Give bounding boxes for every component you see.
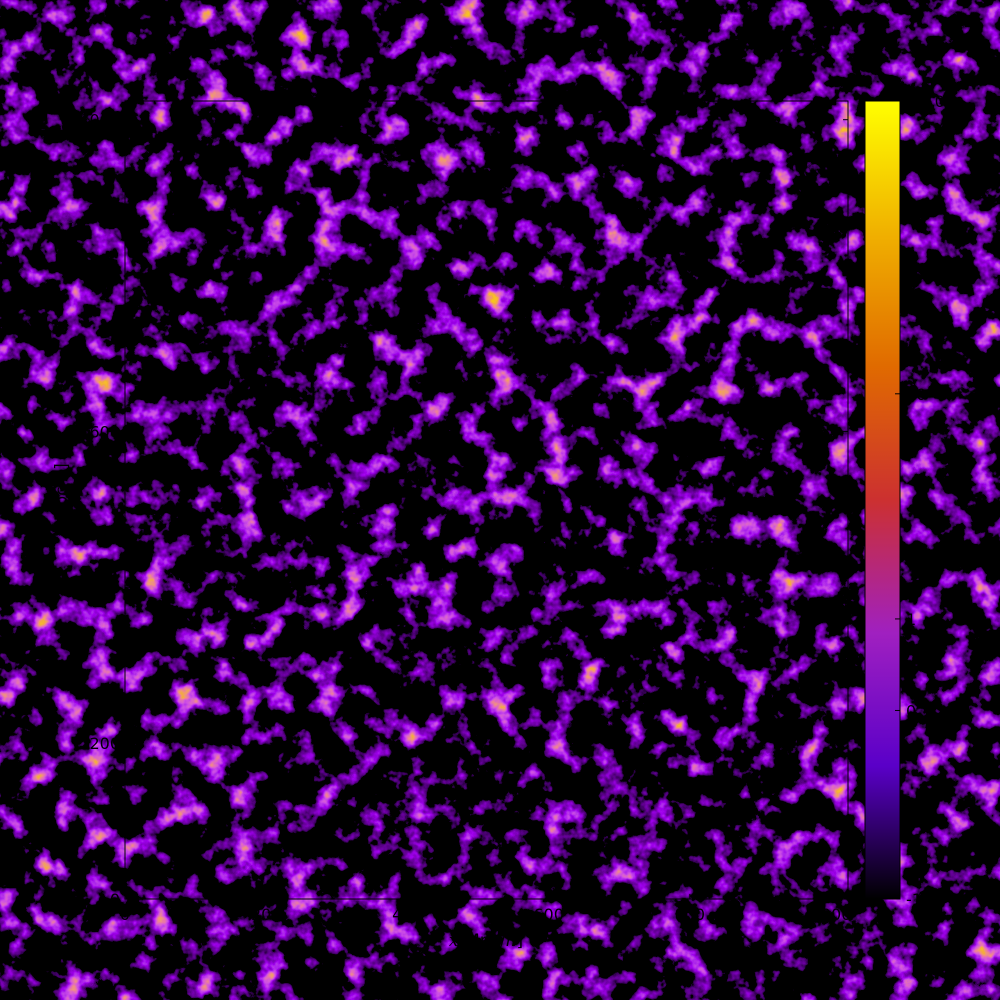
legend-nu-value: =7.0 <box>667 66 708 86</box>
colorbar-tick-label: 0 <box>906 701 916 720</box>
legend-np-exp: 3 <box>483 63 490 76</box>
y-axis-unit-close: ] <box>52 463 72 470</box>
colorbar-ticks: -1 0 1 10 > 100 <box>895 92 955 909</box>
y-tick-label: 400 <box>89 578 120 597</box>
x-tick-label: 800 <box>675 905 706 924</box>
chart-title: Slice through simulation box (overdensit… <box>148 8 853 39</box>
y-axis-unit-open: [Mpc/ <box>52 480 72 527</box>
colorbar-tick-label: 10 <box>906 385 926 404</box>
x-axis-unit-open: [Mpc/ <box>458 931 505 951</box>
x-tick-label: 1000 <box>811 905 852 924</box>
y-axis-label: z[Mpc/h] <box>52 463 72 538</box>
y-tick-label: 200 <box>89 734 120 753</box>
legend-np-sub: p <box>427 74 435 88</box>
legend-nm-symbol: N <box>321 66 338 86</box>
colorbar-tick-label: -1 <box>906 890 922 909</box>
legend-l-unit: Mpc/h <box>590 66 641 86</box>
y-tick-label: 0 <box>110 890 120 909</box>
legend-l-symbol: L <box>509 66 521 86</box>
legend-np-symbol: N <box>411 66 428 86</box>
legend-nm-sub: m <box>336 74 347 88</box>
x-axis-unit-h: h <box>506 931 517 951</box>
y-axis: 0 200 400 600 800 1000 <box>79 111 848 909</box>
x-axis-var: x <box>449 931 459 951</box>
legend-nu-symbol: ν <box>657 66 667 86</box>
legend-np-value: =256 <box>437 66 484 86</box>
x-tick-label: 600 <box>533 905 564 924</box>
colorbar: -1 0 1 10 > 100 <box>864 92 955 909</box>
legend-prefix: AA: <box>279 66 308 86</box>
legend: AA: Nm =512 Np =2563 L=1024 Mpc/h ν=7.0 <box>274 56 726 95</box>
plot-area <box>124 100 849 900</box>
y-axis-var: z <box>52 527 72 538</box>
legend-nm-value: =512 <box>350 66 397 86</box>
colorbar-tick-label: > 100 <box>906 92 955 111</box>
y-tick-label: 600 <box>89 422 120 441</box>
x-axis: 0 200 400 600 800 1000 <box>120 101 852 924</box>
x-tick-label: 200 <box>251 905 282 924</box>
legend-text: AA: Nm =512 Np =2563 L=1024 Mpc/h ν=7.0 <box>279 58 708 88</box>
y-tick-label: 1000 <box>79 111 120 130</box>
x-axis-unit-close: ] <box>517 931 524 951</box>
y-axis-unit-h: h <box>52 470 72 481</box>
x-tick-label: 400 <box>392 905 423 924</box>
density-field <box>125 101 848 899</box>
legend-box <box>274 56 726 95</box>
y-tick-label: 800 <box>89 267 120 286</box>
colorbar-tick-label: 1 <box>906 610 916 629</box>
x-tick-label: 0 <box>120 905 130 924</box>
plot-frame <box>124 100 849 900</box>
legend-l-value: =1024 <box>521 66 579 86</box>
colorbar-gradient <box>864 100 901 900</box>
x-axis-label: x[Mpc/h] <box>449 931 523 951</box>
